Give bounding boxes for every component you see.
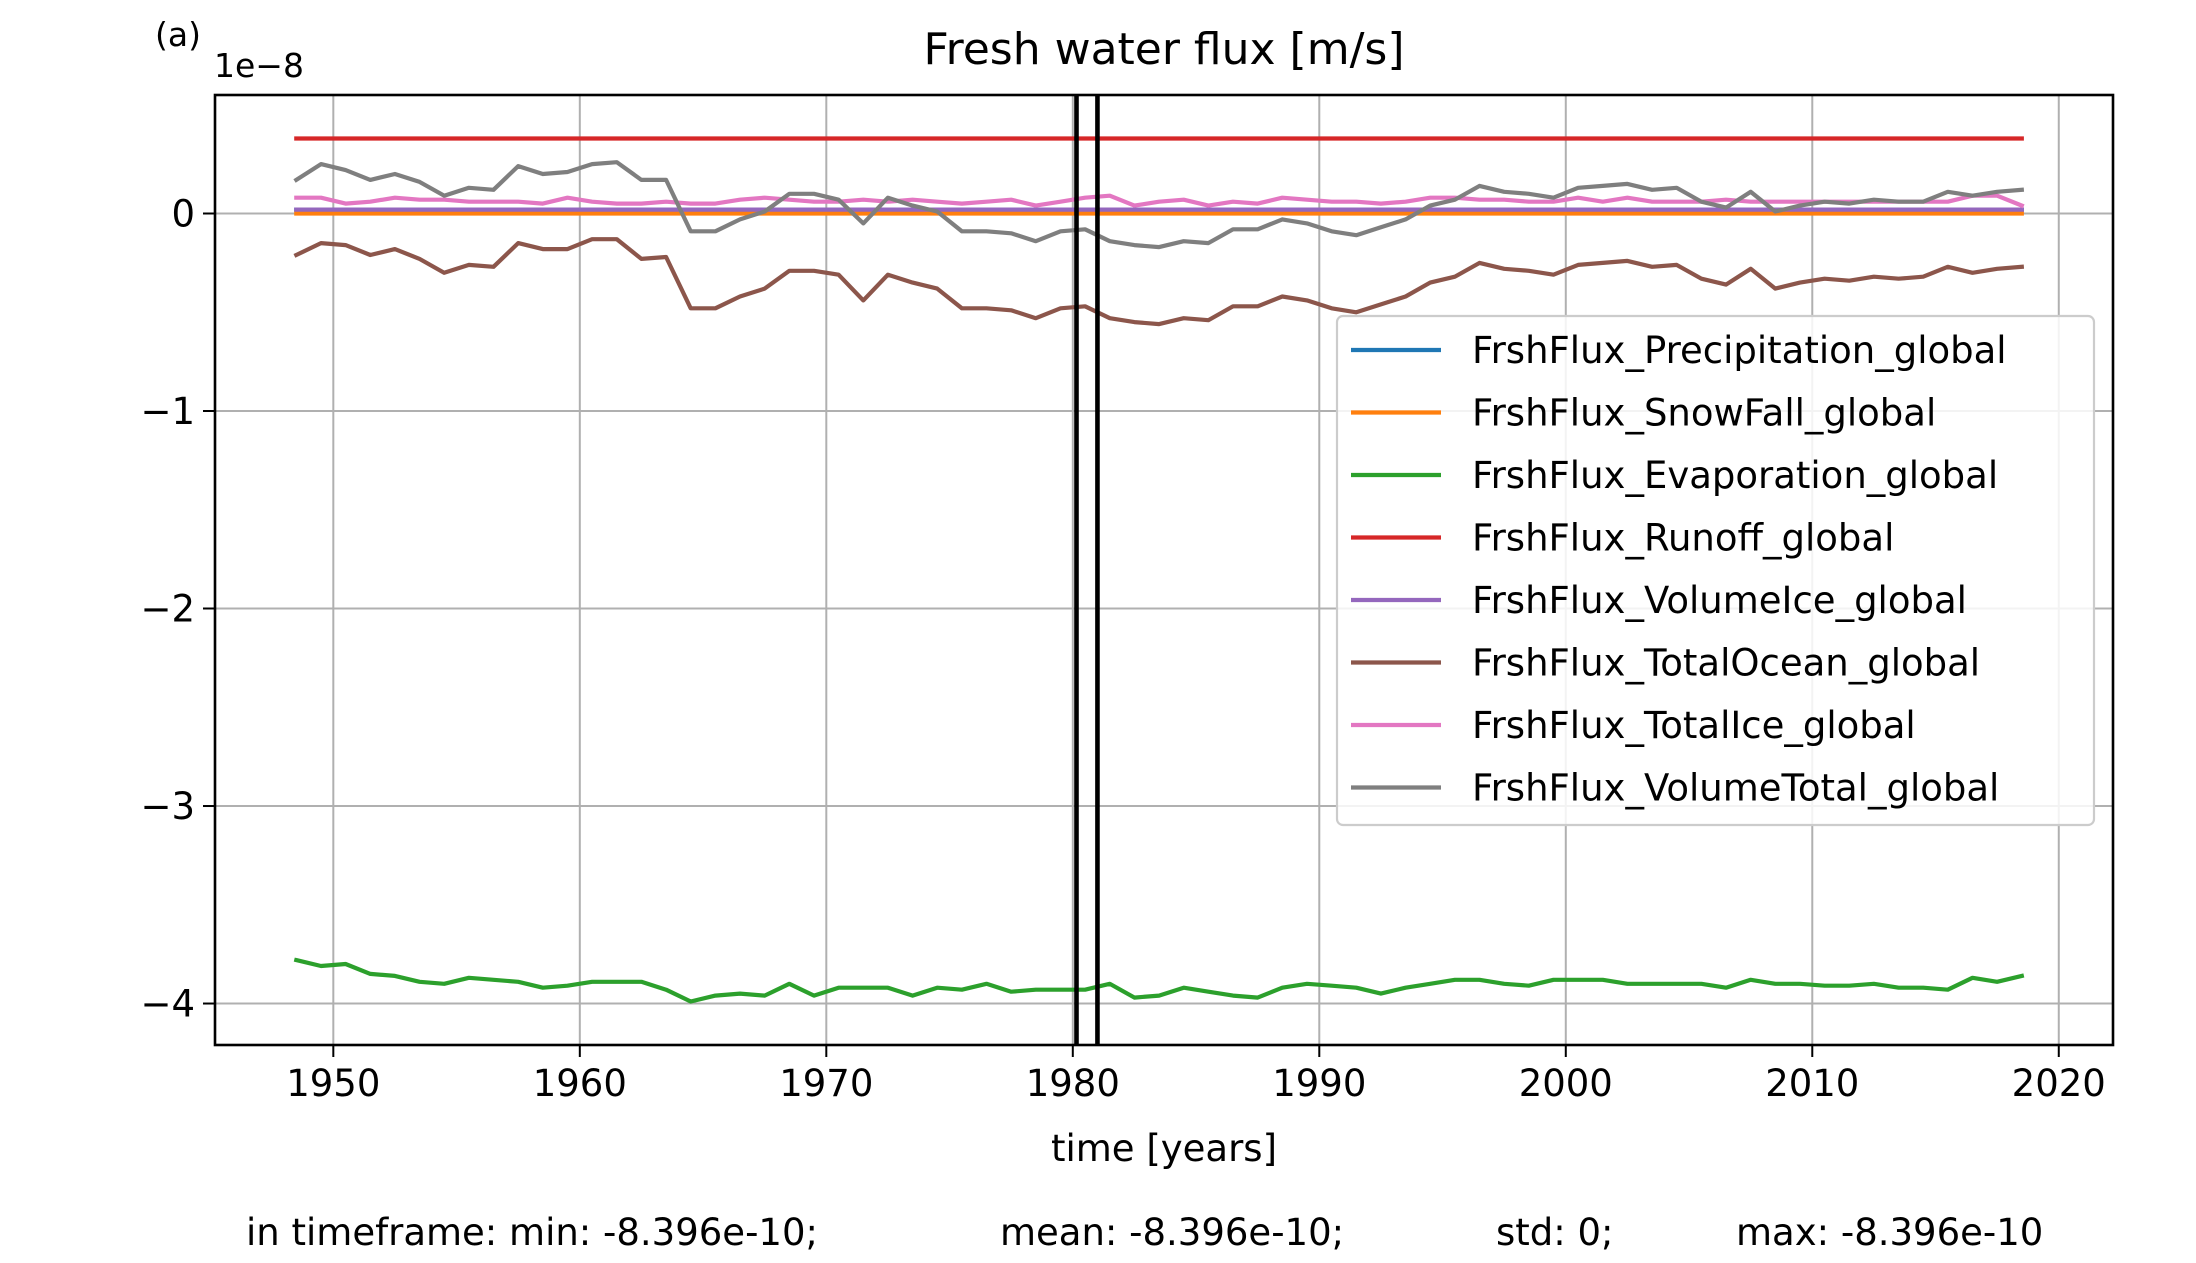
y-tick-label: −2 — [140, 588, 195, 631]
x-tick-label: 2000 — [1519, 1062, 1613, 1105]
x-tick-label: 1980 — [1026, 1062, 1120, 1105]
axis-ticks: 1950 1960 1970 1980 1990 2000 2010 2020 −4 −3 −2 −1… — [140, 193, 2105, 1105]
legend-label: FrshFlux_Runoff_global — [1472, 517, 1894, 560]
x-axis-label: time [years] — [1051, 1127, 1277, 1170]
legend-label: FrshFlux_Evaporation_global — [1472, 454, 1998, 497]
y-tick-label: −3 — [140, 785, 195, 828]
chart-title: Fresh water flux [m/s] — [923, 24, 1404, 75]
y-tick-label: −4 — [140, 983, 195, 1026]
legend-label: FrshFlux_TotalOcean_global — [1472, 642, 1980, 685]
plot-frame — [213, 93, 2115, 1047]
footer-std: std: 0; — [1496, 1211, 1614, 1254]
y-scale-label: 1e−8 — [214, 46, 304, 85]
x-tick-label: 2010 — [1765, 1062, 1859, 1105]
footer-max: max: -8.396e-10 — [1736, 1211, 2043, 1254]
reference-vertical-lines — [1074, 95, 1100, 1045]
x-tick-label: 1990 — [1272, 1062, 1366, 1105]
legend-label: FrshFlux_Precipitation_global — [1472, 329, 2007, 372]
x-tick-label: 1960 — [533, 1062, 627, 1105]
stats-footer: in timeframe: min: -8.396e-10; mean: -8.… — [246, 1211, 2043, 1254]
legend-label: FrshFlux_VolumeIce_global — [1472, 579, 1967, 622]
x-tick-label: 1970 — [779, 1062, 873, 1105]
x-tick-label: 2020 — [2012, 1062, 2106, 1105]
footer-min: in timeframe: min: -8.396e-10; — [246, 1211, 818, 1254]
legend: FrshFlux_Precipitation_global FrshFlux_Sn… — [1335, 314, 2096, 827]
series-lines — [293, 136, 2025, 1004]
x-tick-label: 1950 — [286, 1062, 380, 1105]
legend-label: FrshFlux_SnowFall_global — [1472, 392, 1936, 435]
legend-frame — [1335, 314, 2096, 827]
series-line-frshflux-totalocean-global — [293, 237, 2025, 327]
legend-label: FrshFlux_VolumeTotal_global — [1472, 767, 1999, 810]
footer-mean: mean: -8.396e-10; — [1000, 1211, 1344, 1254]
series-line-frshflux-volumetotal-global — [293, 160, 2025, 250]
panel-label: (a) — [155, 15, 201, 54]
legend-label: FrshFlux_TotalIce_global — [1472, 704, 1916, 747]
series-line-frshflux-evaporation-global — [293, 957, 2025, 1004]
y-tick-label: −1 — [140, 390, 195, 433]
y-tick-label: 0 — [171, 193, 195, 236]
